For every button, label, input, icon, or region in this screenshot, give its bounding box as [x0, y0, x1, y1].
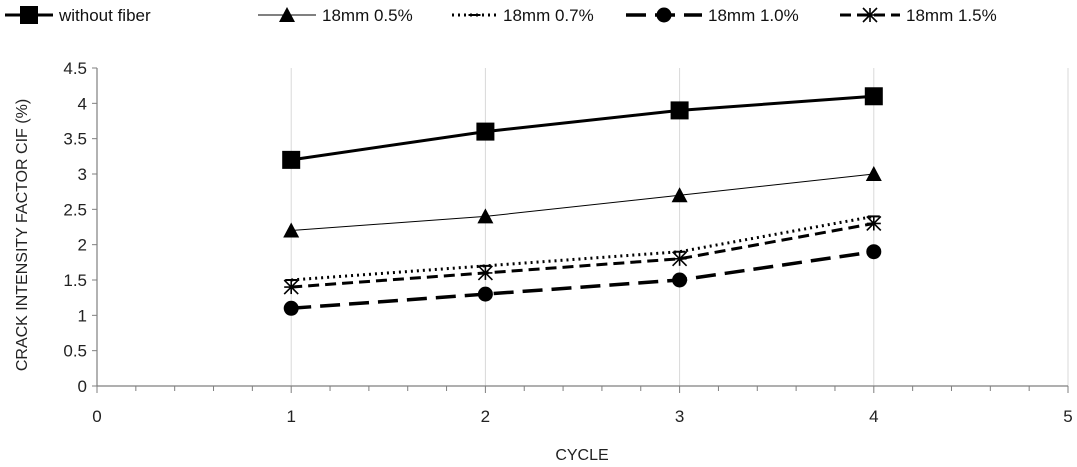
series-group	[282, 87, 883, 316]
series-3	[285, 214, 880, 282]
series-line	[291, 221, 875, 289]
y-tick-label: 1	[78, 306, 87, 325]
y-tick-label: 0.5	[63, 342, 87, 361]
x-tick-label: 1	[286, 407, 295, 426]
data-point	[864, 87, 883, 106]
data-point	[670, 101, 689, 120]
series-line	[290, 94, 874, 162]
legend-label: 18mm 0.5%	[322, 6, 413, 25]
data-point	[672, 251, 688, 267]
y-tick-label: 2.5	[63, 200, 87, 219]
x-tick-label: 4	[869, 407, 878, 426]
y-tick-label: 1.5	[63, 271, 87, 290]
data-point	[477, 265, 493, 281]
x-tick-label: 3	[675, 407, 684, 426]
series-4	[283, 244, 882, 316]
legend-label: 18mm 0.7%	[503, 6, 594, 25]
legend-item-5: 18mm 1.5%	[840, 6, 997, 25]
y-tick-label: 4.5	[63, 59, 87, 78]
data-point	[477, 286, 493, 302]
axes: 0 0.5 1 1.5 2 2.5 3 3.5 4 4.5 0 1 2 3 4 5	[63, 59, 1072, 426]
data-point	[866, 244, 882, 260]
legend-label: 18mm 1.0%	[708, 6, 799, 25]
legend-item-3: 18mm 0.7%	[452, 6, 594, 25]
legend: without fiber 18mm 0.5% 18mm 0.7% 18mm 1.0%…	[5, 6, 997, 25]
data-point	[283, 300, 299, 316]
legend-item-1: without fiber	[5, 6, 151, 25]
y-tick-label: 2	[78, 236, 87, 255]
legend-item-4: 18mm 1.0%	[626, 6, 799, 25]
data-point	[282, 150, 301, 169]
data-point	[866, 215, 882, 232]
series-2	[283, 166, 882, 238]
series-line	[291, 173, 874, 232]
x-tick-label: 0	[92, 407, 101, 426]
data-point	[283, 222, 300, 238]
data-point	[865, 166, 882, 181]
legend-label: without fiber	[58, 6, 151, 25]
series-line	[291, 250, 875, 311]
data-point	[671, 187, 688, 203]
y-tick-label: 4	[78, 94, 87, 113]
legend-marker	[862, 7, 878, 23]
x-tick-label: 5	[1063, 407, 1072, 426]
data-point	[477, 208, 494, 224]
data-point	[283, 279, 299, 295]
series-5	[283, 215, 882, 295]
data-point	[476, 122, 495, 141]
y-axis-title: CRACK INTENSITY FACTOR CIF (%)	[14, 99, 31, 371]
legend-marker	[279, 7, 295, 22]
legend-marker	[20, 6, 38, 24]
y-tick-label: 3.5	[63, 130, 87, 149]
y-tick-label: 0	[78, 377, 87, 396]
series-1	[282, 87, 883, 169]
series-line	[291, 214, 875, 282]
legend-label: 18mm 1.5%	[906, 6, 997, 25]
x-tick-label: 2	[481, 407, 490, 426]
data-point	[672, 272, 688, 288]
legend-marker	[656, 7, 672, 23]
y-tick-label: 3	[78, 165, 87, 184]
legend-item-2: 18mm 0.5%	[258, 6, 413, 25]
x-axis-title: CYCLE	[555, 447, 608, 464]
